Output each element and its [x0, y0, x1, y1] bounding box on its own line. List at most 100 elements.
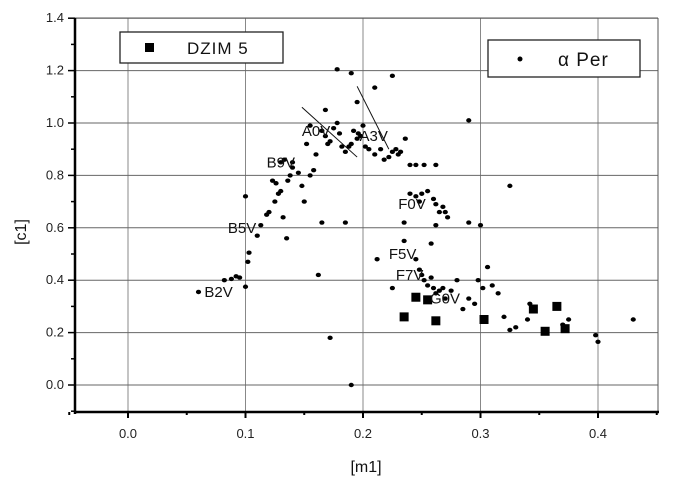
- dot-point: [501, 314, 507, 320]
- x-tick-label: 0.1: [236, 426, 254, 441]
- y-tick-label: 0.8: [46, 167, 64, 182]
- dot-point: [358, 133, 364, 139]
- dot-point: [331, 126, 337, 131]
- dot-point: [285, 178, 291, 183]
- dot-point: [246, 250, 252, 255]
- dot-point: [560, 322, 566, 327]
- dot-point: [393, 147, 399, 152]
- square-point: [479, 315, 489, 324]
- x-axis-title: [m1]: [350, 459, 381, 476]
- dot-point: [440, 204, 446, 210]
- dot-point: [433, 222, 439, 228]
- data-points: [195, 67, 636, 388]
- dot-point: [402, 136, 408, 141]
- dot-point: [389, 149, 395, 155]
- square-point: [560, 324, 570, 334]
- dot-point: [401, 238, 407, 244]
- dot-point: [327, 139, 333, 144]
- dot-point: [630, 317, 636, 322]
- dot-point: [524, 317, 531, 322]
- dot-point: [334, 67, 340, 72]
- x-tick-label: 0.3: [471, 426, 489, 441]
- x-tick-label: 0.4: [589, 426, 607, 441]
- dot-point: [436, 209, 442, 215]
- spectral-type-annotations: B2V B5V B9V A0V A3V F0V F5V F7V G0V: [204, 123, 460, 308]
- legend-dzim5: DZIM 5: [119, 31, 284, 64]
- dot-point: [433, 291, 439, 296]
- legend-label-dzim5: DZIM 5: [187, 39, 249, 58]
- dot-point: [322, 107, 328, 113]
- dot-point: [442, 209, 448, 215]
- dot-point: [266, 209, 272, 215]
- dot-point: [428, 275, 434, 280]
- dot-point: [484, 264, 491, 270]
- dot-point: [445, 215, 451, 220]
- dot-point: [289, 165, 296, 170]
- spectral-type-label: F7V: [396, 267, 424, 284]
- dot-point: [413, 257, 419, 262]
- dot-point: [304, 141, 310, 147]
- dot-point: [307, 123, 313, 128]
- y-tick-label: 0.4: [46, 272, 64, 287]
- dot-point: [342, 220, 348, 225]
- spectral-type-label: A3V: [359, 128, 387, 145]
- spectral-type-label: F0V: [398, 196, 426, 213]
- dot-point: [319, 128, 325, 134]
- spectral-type-label: B9V: [267, 154, 295, 171]
- dot-point: [477, 222, 484, 228]
- dot-point: [242, 194, 249, 199]
- dot-point: [295, 170, 301, 175]
- dot-point: [460, 306, 466, 312]
- dot-point: [421, 162, 427, 168]
- dot-point: [416, 199, 422, 204]
- dot-point: [242, 284, 249, 289]
- dot-point: [354, 99, 360, 105]
- dot-point: [454, 278, 460, 283]
- plot-frame: [73, 17, 659, 414]
- dot-point: [442, 296, 448, 301]
- dot-point: [307, 173, 313, 178]
- dot-point: [348, 71, 354, 76]
- x-tick-label: 0.2: [354, 426, 372, 441]
- reference-lines: [301, 86, 390, 158]
- dot-point: [354, 136, 360, 141]
- dot-point: [495, 291, 501, 296]
- dot-point: [284, 236, 290, 241]
- dot-point: [319, 220, 325, 225]
- dot-point: [595, 339, 601, 344]
- dot-point: [301, 199, 307, 204]
- dot-point: [398, 149, 404, 155]
- dot-point: [507, 183, 513, 189]
- dot-point: [419, 272, 425, 278]
- dot-point: [278, 188, 284, 194]
- dot-point: [425, 188, 431, 194]
- dot-point: [430, 285, 437, 291]
- dot-point: [372, 85, 378, 90]
- dot-point: [389, 285, 395, 291]
- dot-point: [466, 296, 472, 301]
- x-axis-ticks: 0.0 0.1 0.2 0.3 0.4: [68, 412, 658, 441]
- dot-point: [513, 325, 519, 330]
- dot-point: [322, 133, 328, 139]
- dot-point: [272, 199, 278, 204]
- dot-point: [416, 267, 422, 272]
- dot-point: [527, 301, 533, 306]
- dot-point: [407, 191, 413, 196]
- dot-point: [425, 283, 431, 288]
- legend-label-alpha-per: α Per: [558, 50, 609, 71]
- spectral-type-label: B2V: [204, 284, 232, 301]
- dot-point: [366, 147, 372, 152]
- dot-point: [480, 285, 486, 291]
- dot-point: [430, 196, 437, 202]
- dot-point: [221, 278, 227, 283]
- spectral-type-label: A0V: [302, 123, 330, 140]
- dot-point: [287, 173, 293, 178]
- dot-point: [278, 160, 284, 165]
- dot-point: [273, 181, 279, 186]
- dot-marker-icon: [517, 56, 523, 62]
- dot-point: [440, 285, 446, 291]
- dot-point: [466, 220, 472, 225]
- dot-point: [436, 288, 442, 293]
- dot-point: [372, 152, 378, 157]
